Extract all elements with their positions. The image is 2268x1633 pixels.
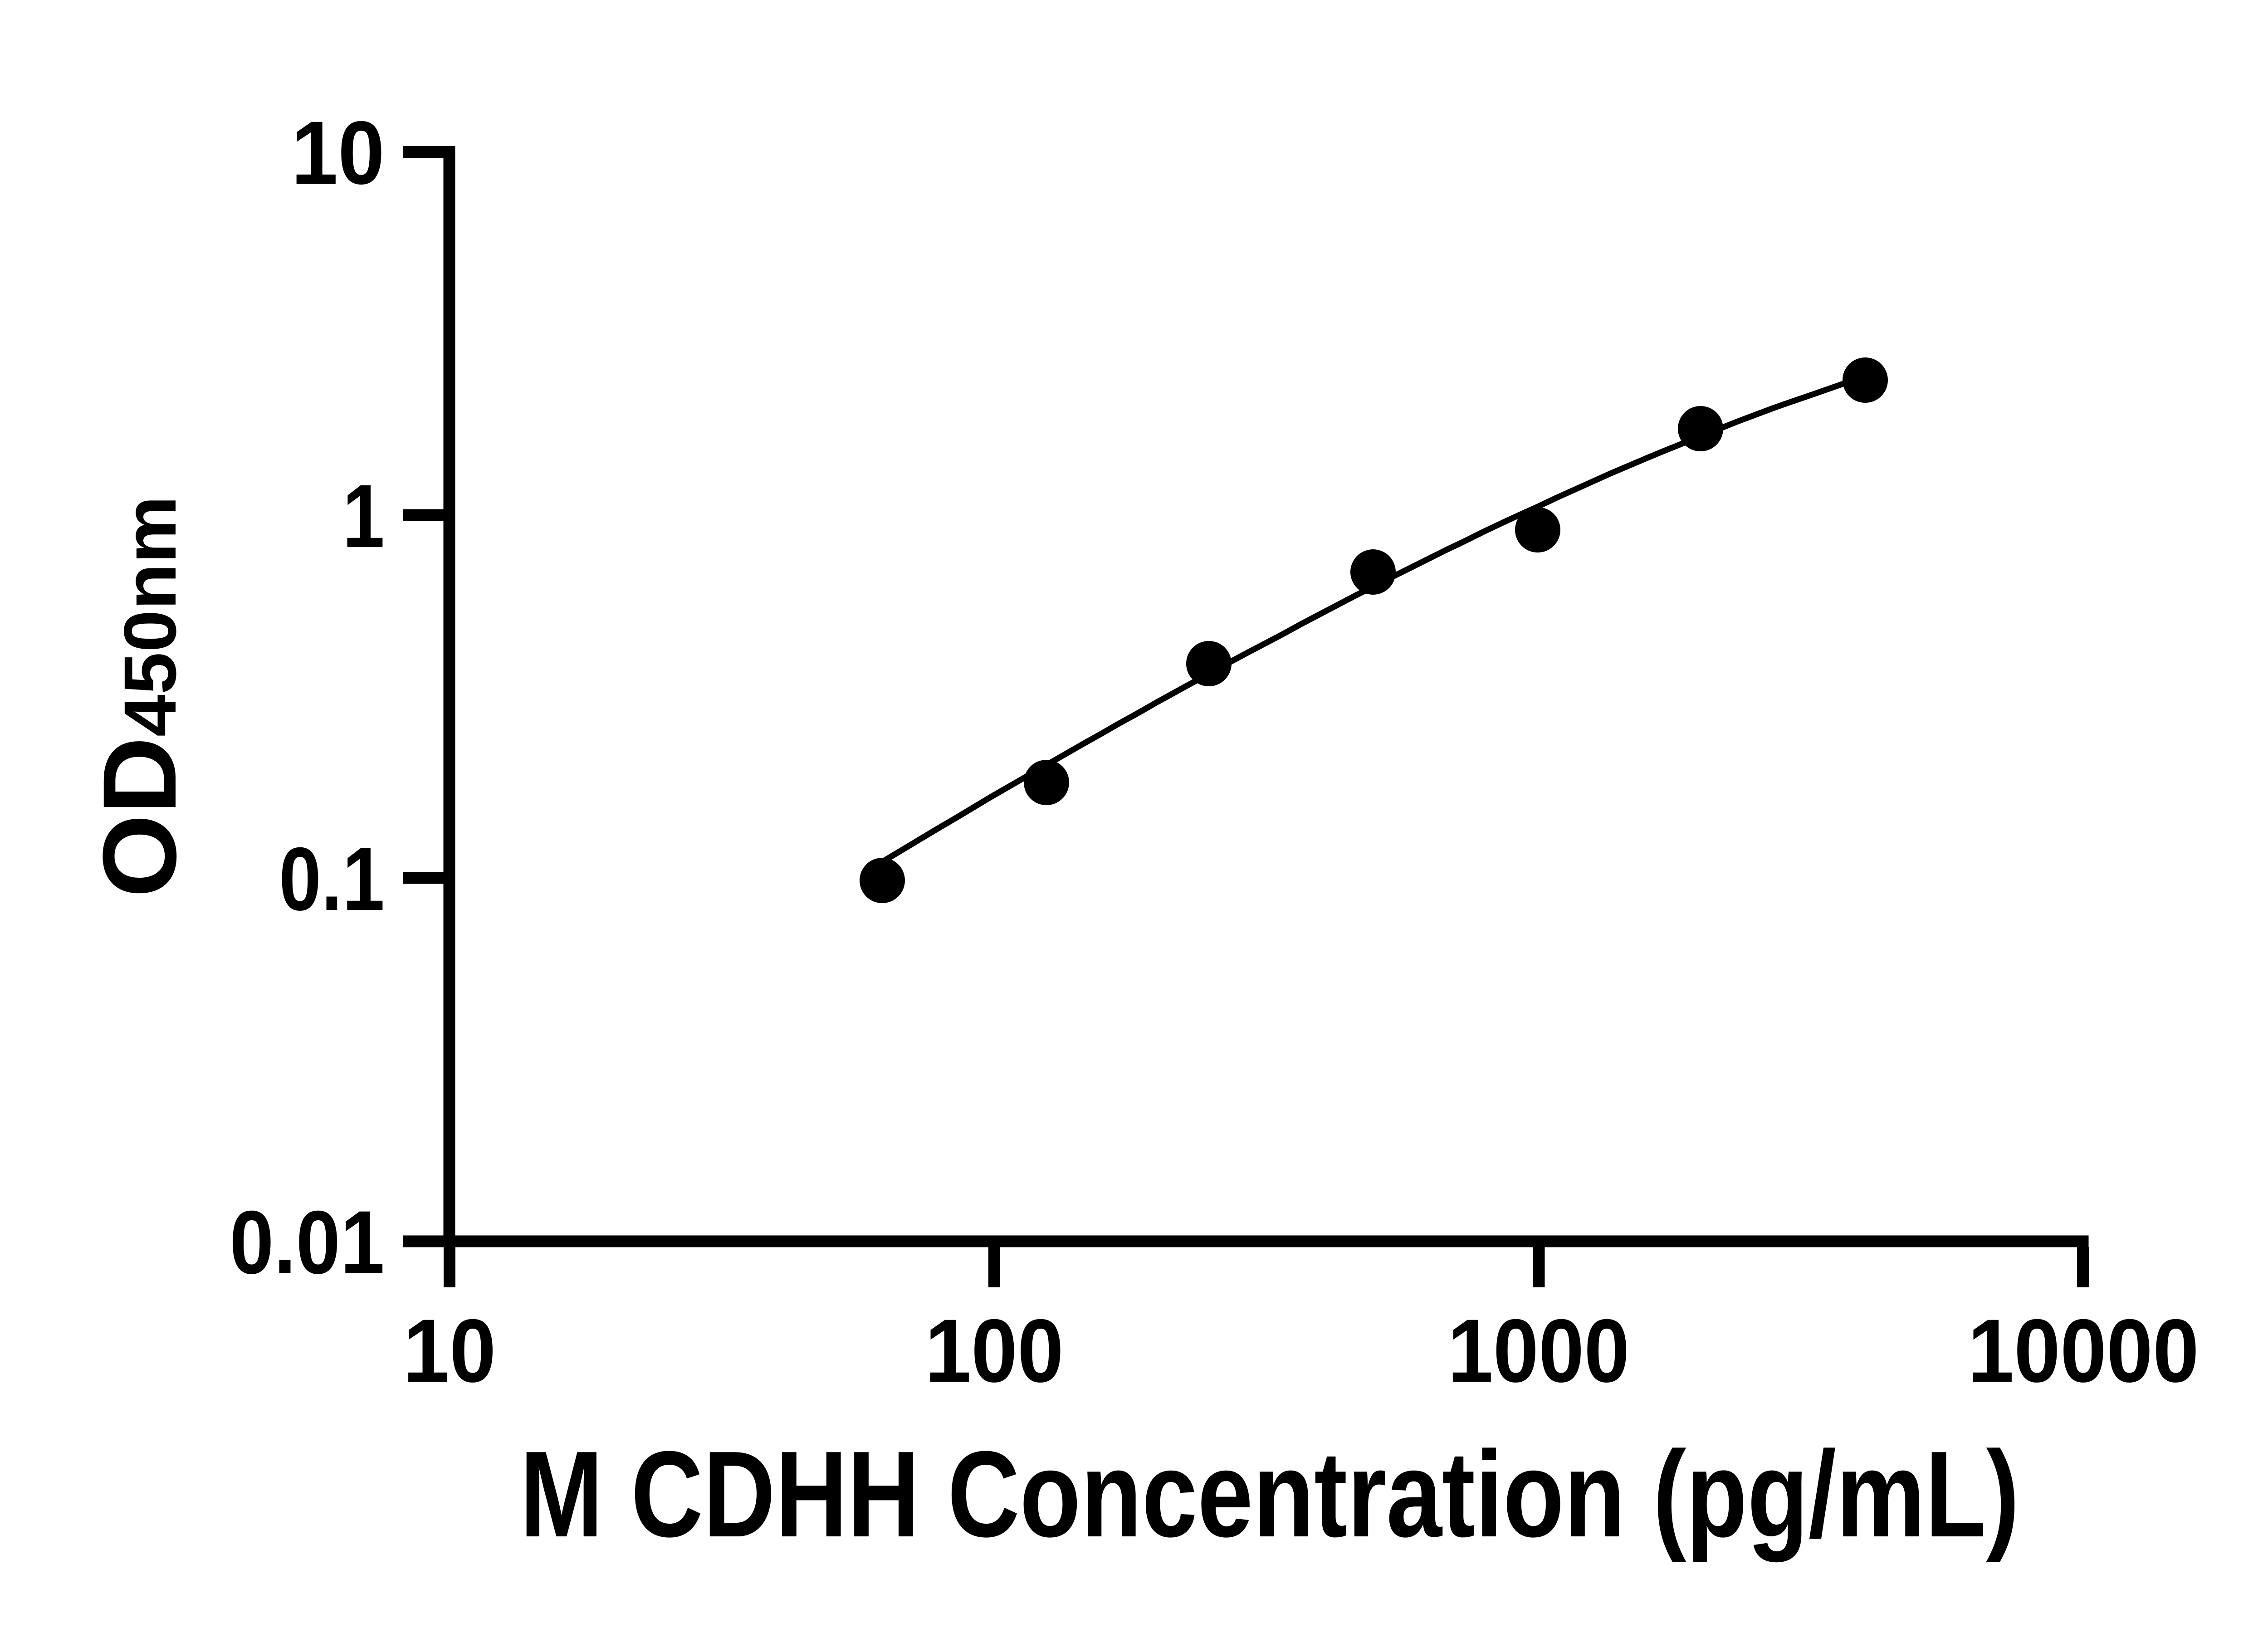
svg-text:M CDHH Concentration (pg/mL): M CDHH Concentration (pg/mL) bbox=[520, 1426, 2019, 1563]
svg-text:1000: 1000 bbox=[1448, 1301, 1630, 1401]
svg-text:0.01: 0.01 bbox=[230, 1192, 385, 1292]
svg-text:1: 1 bbox=[342, 466, 385, 566]
svg-text:10: 10 bbox=[403, 1301, 496, 1401]
svg-text:10: 10 bbox=[291, 103, 385, 203]
svg-text:10000: 10000 bbox=[1968, 1301, 2199, 1401]
svg-text:100: 100 bbox=[925, 1301, 1064, 1401]
svg-text:0.1: 0.1 bbox=[279, 829, 385, 929]
